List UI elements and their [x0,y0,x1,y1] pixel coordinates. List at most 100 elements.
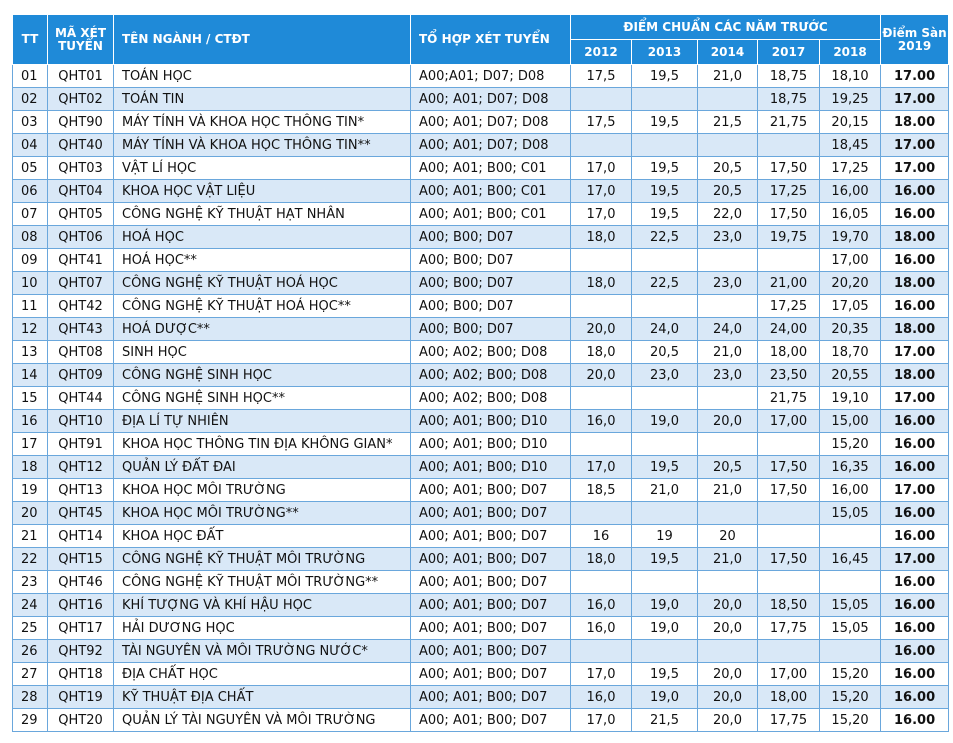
table-row: 09 QHT41 HOÁ HỌC** A00; B00; D07 17,00 16.00 [12,248,950,272]
table-cell: 17.00 [880,133,950,157]
table-row: 20 QHT45 KHOA HỌC MÔI TRƯỜNG** A00; A01; B0… [12,501,950,525]
table-cell: 16.00 [880,455,950,479]
table-cell [697,294,758,318]
table-cell: 15,20 [818,708,882,732]
table-cell: 16,05 [818,202,882,226]
table-cell: 16.00 [880,593,950,617]
table-cell: 17,00 [757,409,820,433]
table-cell: TOÁN HỌC [113,64,411,88]
table-cell: 18.00 [880,225,950,249]
table-cell: QHT16 [47,593,114,617]
table-row: 23 QHT46 CÔNG NGHỆ KỸ THUẬT MÔI TRƯỜNG** A0… [12,570,950,594]
table-cell [570,248,632,272]
table-row: 14 QHT09 CÔNG NGHỆ SINH HỌC A00; A02; B00; … [12,363,950,387]
table-cell: 20 [697,524,758,548]
table-cell: 23,0 [631,363,698,387]
table-cell: 21,5 [631,708,698,732]
header-cell: TT [12,14,48,65]
table-cell: KHÍ TƯỢNG VÀ KHÍ HẬU HỌC [113,593,411,617]
table-cell: 13 [12,340,48,364]
table-cell [631,639,698,663]
table-cell: QHT09 [47,363,114,387]
table-cell: 18.00 [880,363,950,387]
table-row: 28 QHT19 KỸ THUẬT ĐỊA CHẤT A00; A01; B00; D… [12,685,950,709]
table-cell: 24,0 [697,317,758,341]
table-cell: 19,0 [631,593,698,617]
table-cell: 16,0 [570,685,632,709]
table-cell: 19,5 [631,156,698,180]
table-row: 26 QHT92 TÀI NGUYÊN VÀ MÔI TRƯỜNG NƯỚC* A00… [12,639,950,663]
table-cell: 20,15 [818,110,882,134]
table-cell: 20 [12,501,48,525]
table-cell: QHT40 [47,133,114,157]
table-cell: 25 [12,616,48,640]
table-cell: 18,0 [570,271,632,295]
table-cell [697,639,758,663]
table-cell: 15,00 [818,409,882,433]
table-cell [570,432,632,456]
table-cell: A00; A01; D07; D08 [410,87,571,111]
table-cell: 16.00 [880,616,950,640]
table-cell [631,386,698,410]
table-cell: 19 [631,524,698,548]
table-cell: A00; A01; B00; D07 [410,616,571,640]
table-cell [570,87,632,111]
header-cell: TỔ HỢP XÉT TUYỂN [410,14,571,65]
table-cell: A00; A01; D07; D08 [410,110,571,134]
year-header: 2017 [757,39,820,65]
table-cell: 02 [12,87,48,111]
table-cell: 08 [12,225,48,249]
table-row: 01 QHT01 TOÁN HỌC A00;A01; D07; D08 17,5 19,5… [12,64,950,88]
table-cell [697,133,758,157]
table-cell: QHT44 [47,386,114,410]
table-cell: 19,10 [818,386,882,410]
table-cell: TÀI NGUYÊN VÀ MÔI TRƯỜNG NƯỚC* [113,639,411,663]
table-cell [818,639,882,663]
table-cell: 20,0 [697,616,758,640]
table-cell: 05 [12,156,48,180]
table-cell: HOÁ HỌC** [113,248,411,272]
table-cell: 15,20 [818,662,882,686]
table-cell: 16.00 [880,662,950,686]
table-cell: 18,75 [757,64,820,88]
table-cell: 16 [570,524,632,548]
table-cell [570,501,632,525]
table-cell: A00;A01; D07; D08 [410,64,571,88]
table-cell: 27 [12,662,48,686]
table-header: TT MÃ XÉT TUYỂN TÊN NGÀNH / CTĐT TỔ HỢP … [12,14,950,65]
year-header: 2012 [570,39,632,65]
table-cell: KHOA HỌC ĐẤT [113,524,411,548]
table-cell: 16.00 [880,708,950,732]
table-cell: MÁY TÍNH VÀ KHOA HỌC THÔNG TIN* [113,110,411,134]
table-cell: 22 [12,547,48,571]
table-cell: 09 [12,248,48,272]
table-cell: 20,0 [697,662,758,686]
year-header: 2013 [631,39,698,65]
table-cell: A00; B00; D07 [410,294,571,318]
table-cell: 15 [12,386,48,410]
table-cell: QHT90 [47,110,114,134]
table-cell: A00; A01; B00; D07 [410,662,571,686]
table-cell: 17,50 [757,202,820,226]
table-cell: 24,00 [757,317,820,341]
header-cell: Điểm Sàn 2019 [880,14,950,65]
table-cell: QHT18 [47,662,114,686]
table-row: 21 QHT14 KHOA HỌC ĐẤT A00; A01; B00; D07 16 1… [12,524,950,548]
table-cell: 19,5 [631,202,698,226]
table-cell [631,133,698,157]
table-cell: CÔNG NGHỆ KỸ THUẬT HẠT NHÂN [113,202,411,226]
table-cell: 21 [12,524,48,548]
table-cell: 17.00 [880,547,950,571]
table-cell: 17.00 [880,64,950,88]
table-row: 08 QHT06 HOÁ HỌC A00; B00; D07 18,0 22,5 23,0 1… [12,225,950,249]
table-cell: 16.00 [880,202,950,226]
table-cell [570,294,632,318]
table-row: 10 QHT07 CÔNG NGHỆ KỸ THUẬT HOÁ HỌC A00; B0… [12,271,950,295]
table-cell: QHT07 [47,271,114,295]
table-cell [631,432,698,456]
table-cell: 19,0 [631,409,698,433]
table-cell: 17,0 [570,455,632,479]
table-cell: 19 [12,478,48,502]
table-cell: 16.00 [880,524,950,548]
table-cell: A00; A02; B00; D08 [410,386,571,410]
